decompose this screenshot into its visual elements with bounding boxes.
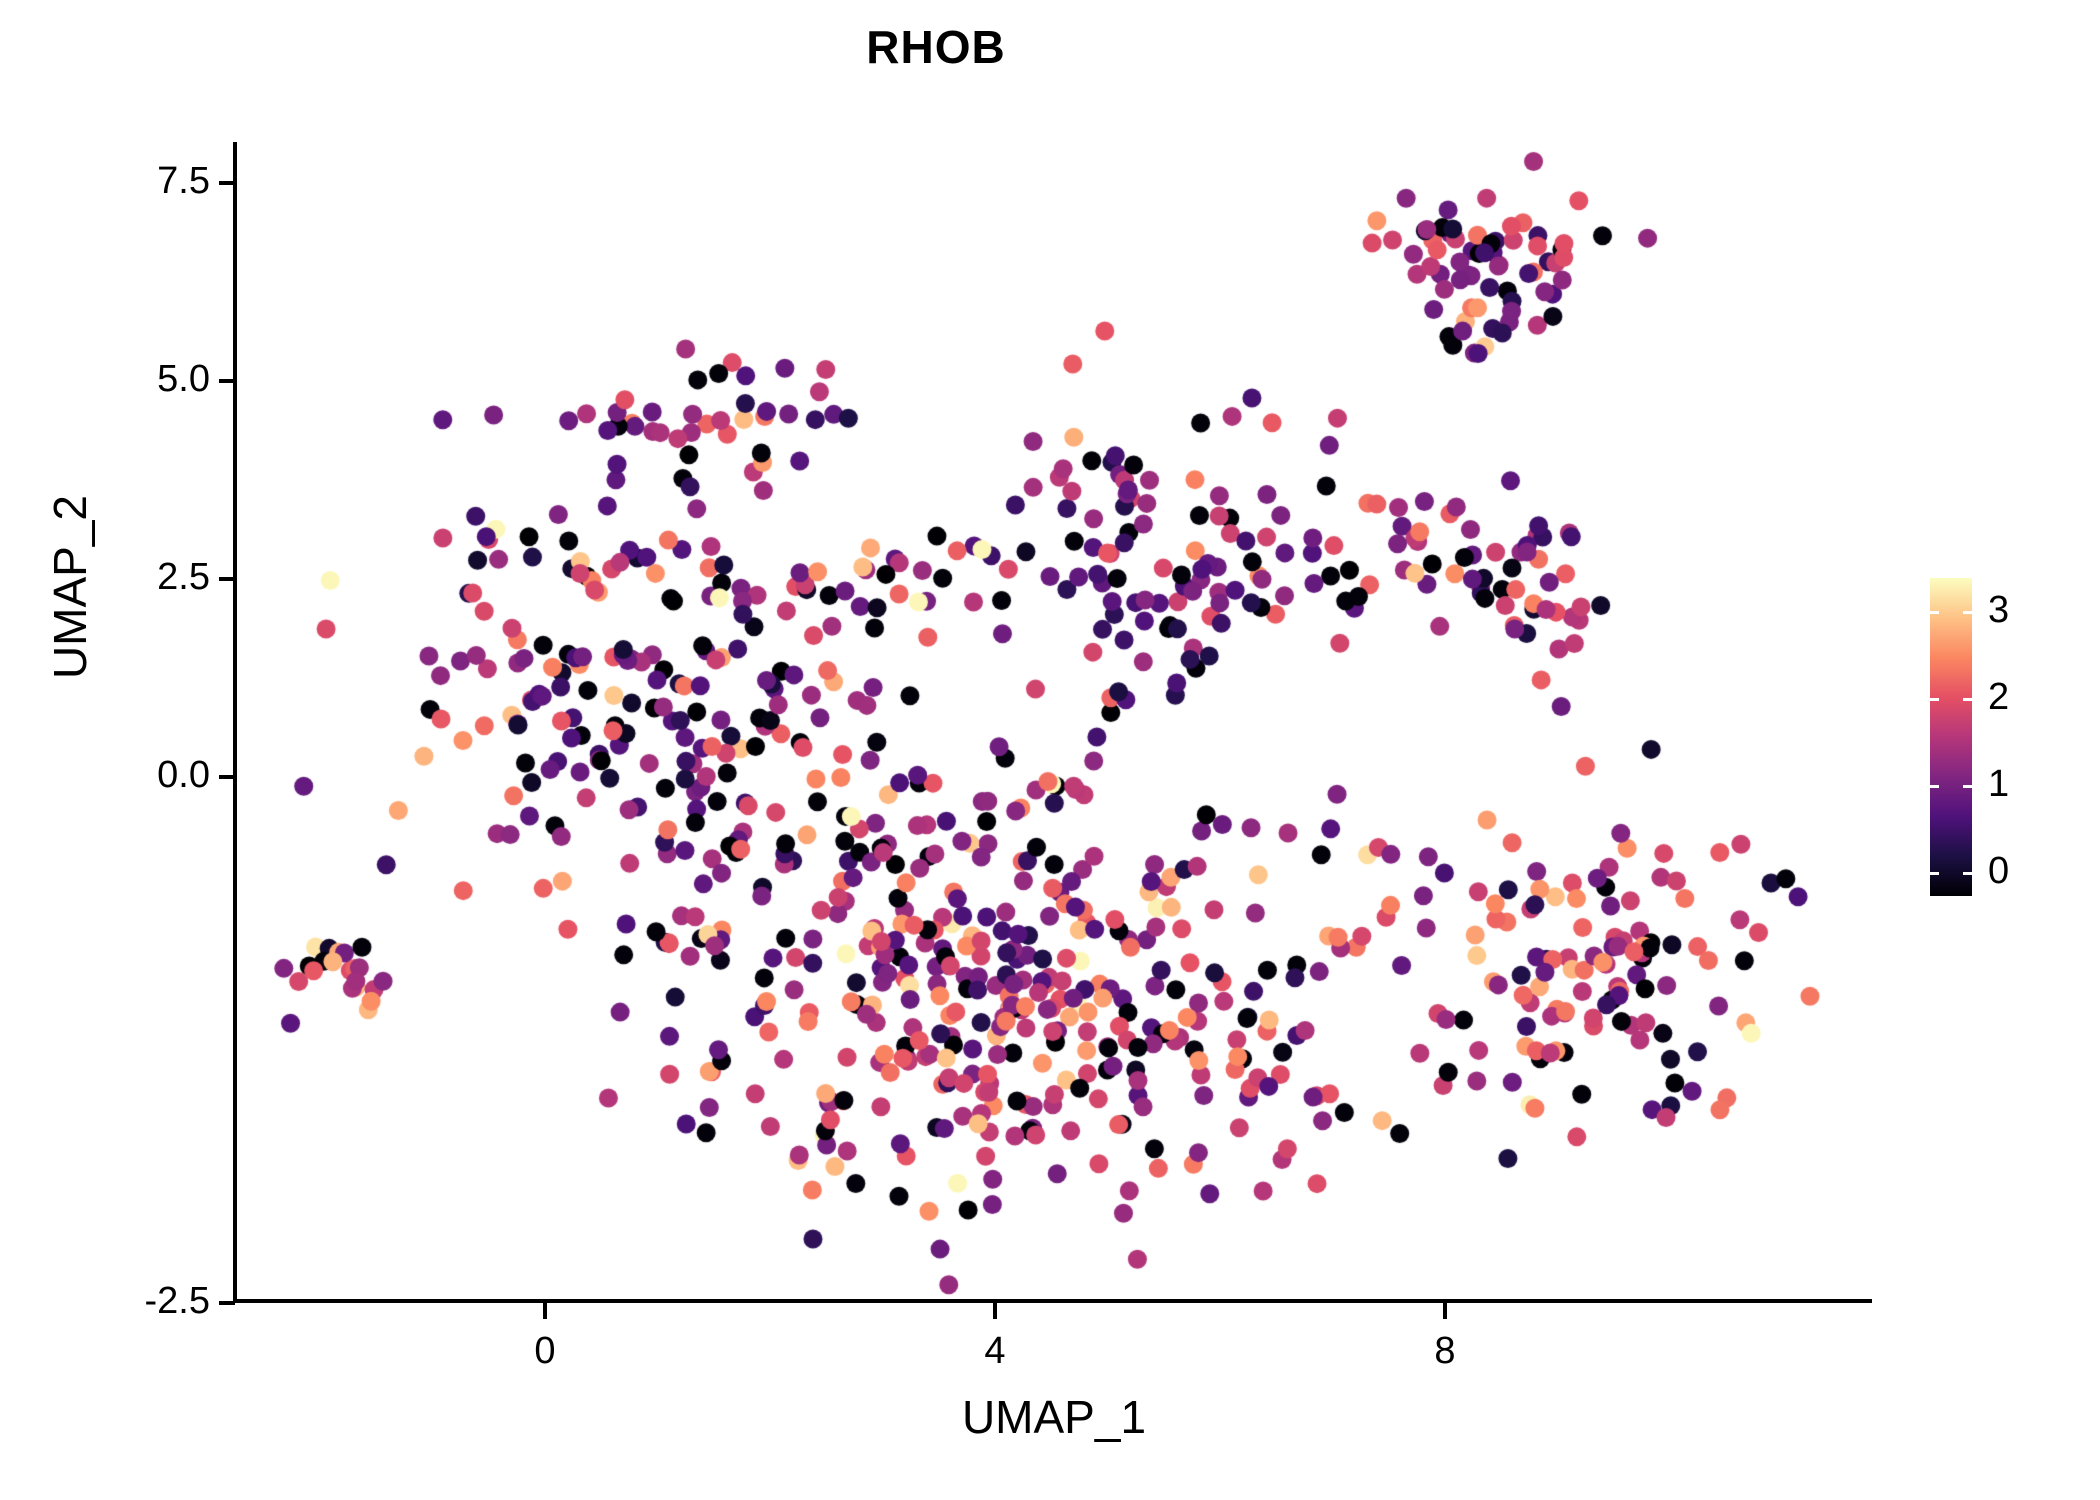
y-tick-7-5 bbox=[219, 181, 235, 185]
y-tick-2-5 bbox=[219, 577, 235, 581]
x-axis-line bbox=[233, 1299, 1872, 1303]
colorbar-tick-3-right bbox=[1963, 611, 1972, 614]
colorbar-tick-2-right bbox=[1963, 698, 1972, 701]
colorbar-legend: 3 2 1 0 bbox=[1930, 578, 2080, 908]
scatter-points-layer bbox=[236, 142, 1872, 1301]
y-axis-title: UMAP_2 bbox=[44, 494, 96, 680]
colorbar-gradient bbox=[1930, 578, 1972, 896]
y-axis-line bbox=[233, 142, 237, 1303]
colorbar-label-1: 1 bbox=[1988, 763, 2010, 805]
y-tick-label-0-0: 0.0 bbox=[157, 754, 210, 796]
y-tick-label-5-0: 5.0 bbox=[157, 358, 210, 400]
x-tick-label-0: 0 bbox=[534, 1330, 556, 1372]
colorbar-tick-0-right bbox=[1963, 872, 1972, 875]
x-axis-title: UMAP_1 bbox=[961, 1391, 1147, 1443]
page-title: RHOB bbox=[866, 21, 1006, 73]
x-tick-8 bbox=[1443, 1303, 1447, 1319]
y-tick-5-0 bbox=[219, 379, 235, 383]
y-tick-neg-2-5 bbox=[219, 1301, 235, 1305]
colorbar-tick-1-left bbox=[1930, 785, 1939, 788]
y-tick-label-2-5: 2.5 bbox=[157, 556, 210, 598]
colorbar-label-2: 2 bbox=[1988, 676, 2010, 718]
colorbar-tick-1-right bbox=[1963, 785, 1972, 788]
x-tick-0 bbox=[543, 1303, 547, 1319]
x-tick-4 bbox=[993, 1303, 997, 1319]
colorbar-tick-2-left bbox=[1930, 698, 1939, 701]
colorbar-tick-3-left bbox=[1930, 611, 1939, 614]
colorbar-label-3: 3 bbox=[1988, 589, 2010, 631]
y-tick-label-7-5: 7.5 bbox=[157, 160, 210, 202]
y-tick-label-neg-2-5: -2.5 bbox=[144, 1280, 210, 1322]
y-tick-0-0 bbox=[219, 775, 235, 779]
plot-panel bbox=[236, 142, 1872, 1301]
colorbar-tick-0-left bbox=[1930, 872, 1939, 875]
x-tick-label-4: 4 bbox=[984, 1330, 1006, 1372]
colorbar-label-0: 0 bbox=[1988, 850, 2010, 892]
x-tick-label-8: 8 bbox=[1434, 1330, 1456, 1372]
